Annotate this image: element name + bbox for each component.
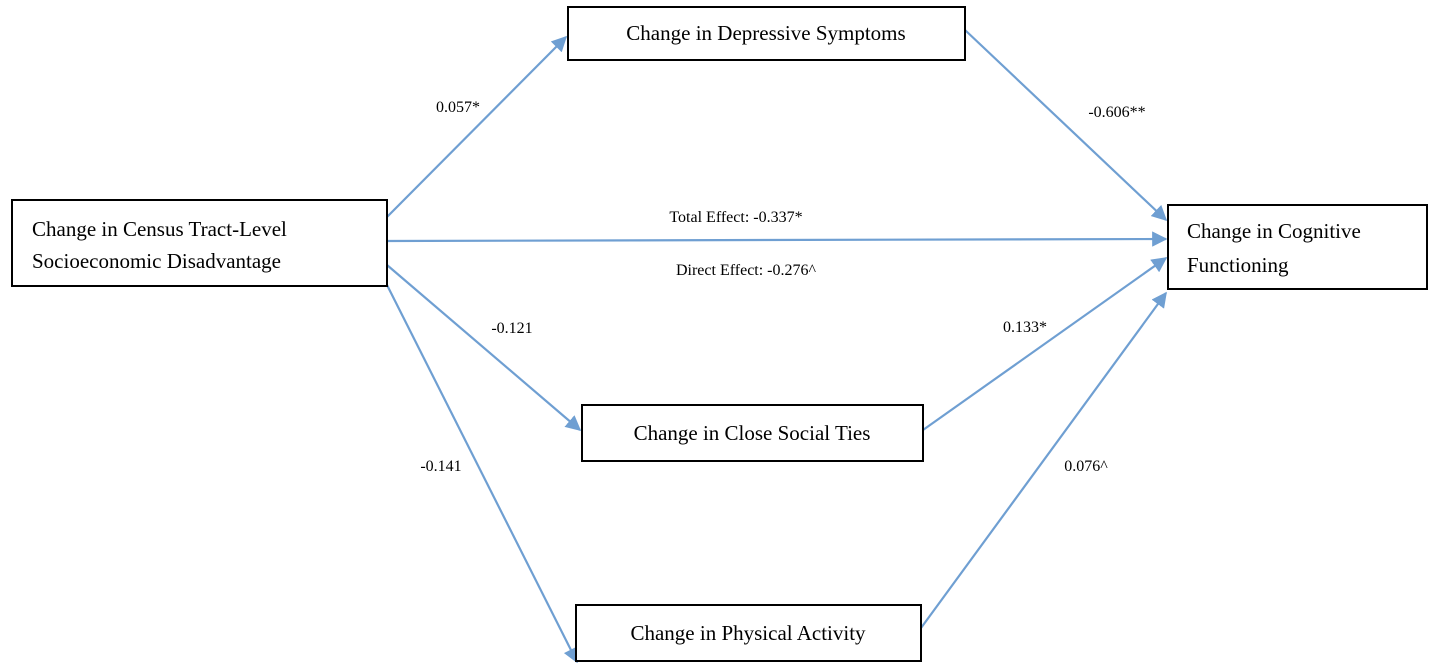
node-box <box>1167 204 1428 290</box>
edge-arrow <box>964 29 1168 222</box>
node-box <box>567 6 966 61</box>
node-box <box>575 604 922 662</box>
edge-arrow <box>386 35 568 218</box>
edge-label: -0.141 <box>420 458 461 475</box>
node-label: Change in Close Social Ties <box>634 421 871 445</box>
edge-label: Direct Effect: -0.276^ <box>676 262 817 279</box>
node-label: Change in Depressive Symptoms <box>626 21 905 45</box>
edge-label: 0.133* <box>1003 319 1047 336</box>
node-label: Change in Cognitive <box>1187 219 1361 243</box>
edge-label: -0.606** <box>1088 104 1145 121</box>
edge-label: 0.076^ <box>1064 458 1108 475</box>
edge-label: 0.057* <box>436 99 480 116</box>
edge-label: -0.121 <box>491 320 532 337</box>
node-box <box>11 199 388 287</box>
edge-arrow <box>922 257 1168 431</box>
edge-arrow <box>386 231 1168 247</box>
node-label: Change in Physical Activity <box>630 621 866 645</box>
edge-arrow <box>386 264 582 432</box>
edge-arrow <box>386 284 578 663</box>
node-label: Functioning <box>1187 253 1289 277</box>
edge-arrow <box>920 291 1167 629</box>
node-box <box>581 404 924 462</box>
node-label: Socioeconomic Disadvantage <box>32 249 281 273</box>
node-label: Change in Census Tract-Level <box>32 217 287 241</box>
edge-label: Total Effect: -0.337* <box>669 209 802 226</box>
